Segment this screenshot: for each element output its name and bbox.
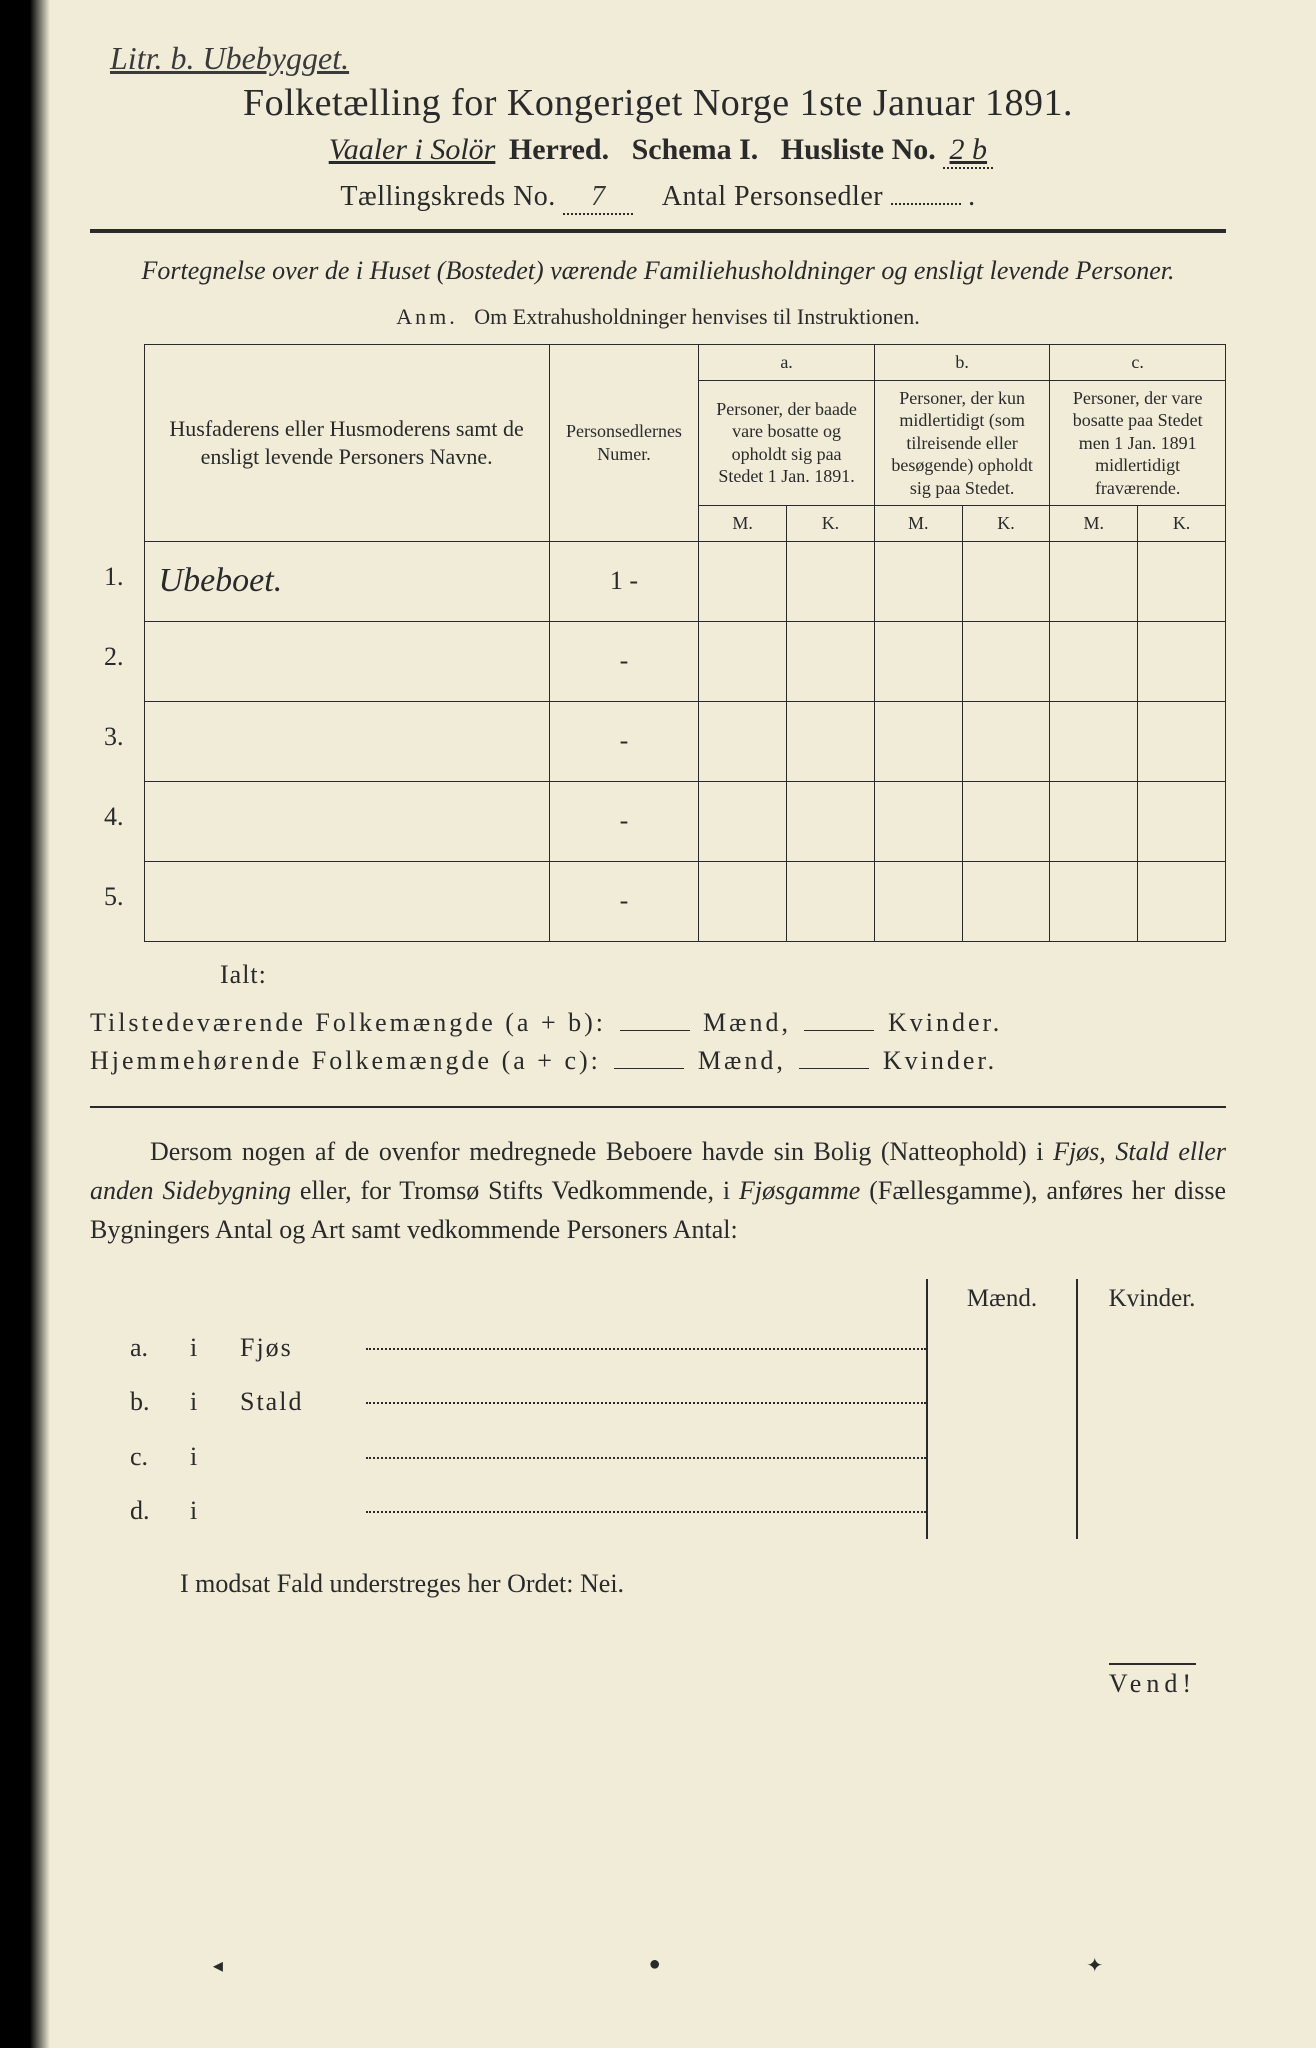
col-a-m: M. bbox=[699, 506, 787, 542]
row-number: 3. bbox=[90, 701, 144, 781]
husliste-label: Husliste No. bbox=[781, 133, 936, 166]
row-number: 1. bbox=[90, 541, 144, 621]
antal-label: Antal Personsedler bbox=[662, 181, 883, 212]
sum1-k-blank bbox=[804, 1030, 874, 1031]
col-c-letter: c. bbox=[1050, 345, 1226, 381]
row-number: 2. bbox=[90, 621, 144, 701]
name-cell bbox=[144, 621, 549, 701]
col-a-letter: a. bbox=[699, 345, 875, 381]
divider-thick bbox=[90, 229, 1226, 233]
building-row: d.i bbox=[130, 1484, 926, 1539]
mk-table: Mænd. Kvinder. bbox=[926, 1279, 1226, 1539]
number-cell: 1 - bbox=[549, 541, 699, 621]
mk-header-m: Mænd. bbox=[928, 1279, 1078, 1319]
mk-header-k: Kvinder. bbox=[1078, 1279, 1226, 1319]
name-cell bbox=[144, 861, 549, 941]
kreds-label: Tællingskreds No. bbox=[340, 181, 555, 212]
ialt-label: Ialt: bbox=[220, 960, 1226, 990]
col-a-k: K. bbox=[787, 506, 875, 542]
table-row: 2. - bbox=[90, 621, 1226, 701]
husliste-number: 2 b bbox=[943, 133, 993, 169]
sum1-m-blank bbox=[620, 1030, 690, 1031]
col-names-header: Husfaderens eller Husmoderens samt de en… bbox=[144, 345, 549, 542]
number-cell: - bbox=[549, 781, 699, 861]
herred-line: Vaaler i Solör Herred. Schema I. Huslist… bbox=[90, 133, 1226, 169]
col-a-header: Personer, der baade vare bosatte og opho… bbox=[699, 380, 875, 506]
table-row: 5. - bbox=[90, 861, 1226, 941]
census-form-page: Litr. b. Ubebygget. Folketælling for Kon… bbox=[0, 0, 1316, 2048]
col-c-header: Personer, der vare bosatte paa Stedet me… bbox=[1050, 380, 1226, 506]
row-number: 5. bbox=[90, 861, 144, 941]
table-row: 1.Ubeboet.1 - bbox=[90, 541, 1226, 621]
mk-col-k bbox=[1078, 1319, 1226, 1539]
sum2-m-blank bbox=[614, 1068, 684, 1069]
sum-resident: Hjemmehørende Folkemængde (a + c): Mænd,… bbox=[90, 1046, 1226, 1076]
col-b-letter: b. bbox=[874, 345, 1050, 381]
nei-line: I modsat Fald understreges her Ordet: Ne… bbox=[180, 1569, 1226, 1599]
handwritten-top-note: Litr. b. Ubebygget. bbox=[90, 40, 1226, 77]
number-cell: - bbox=[549, 701, 699, 781]
kreds-number: 7 bbox=[563, 181, 633, 215]
name-cell: Ubeboet. bbox=[144, 541, 549, 621]
name-cell bbox=[144, 701, 549, 781]
table-row: 4. - bbox=[90, 781, 1226, 861]
col-number-header: Personsedlernes Numer. bbox=[549, 345, 699, 542]
col-c-m: M. bbox=[1050, 506, 1138, 542]
place-handwritten: Vaaler i Solör bbox=[323, 133, 502, 166]
building-row: a.iFjøs bbox=[130, 1321, 926, 1376]
divider-thin bbox=[90, 1106, 1226, 1108]
number-cell: - bbox=[549, 621, 699, 701]
building-row: c.i bbox=[130, 1430, 926, 1485]
main-title: Folketælling for Kongeriget Norge 1ste J… bbox=[90, 81, 1226, 125]
col-b-header: Personer, der kun midlertidigt (som tilr… bbox=[874, 380, 1050, 506]
name-cell bbox=[144, 781, 549, 861]
vend-label: Vend! bbox=[90, 1669, 1226, 1699]
number-cell: - bbox=[549, 861, 699, 941]
antal-value bbox=[891, 203, 961, 205]
buildings-paragraph: Dersom nogen af de ovenfor medregnede Be… bbox=[90, 1132, 1226, 1249]
col-b-m: M. bbox=[874, 506, 962, 542]
row-number: 4. bbox=[90, 781, 144, 861]
subtitle: Fortegnelse over de i Huset (Bostedet) v… bbox=[90, 253, 1226, 288]
anm-line: Anm. Om Extrahusholdninger henvises til … bbox=[90, 304, 1226, 330]
col-c-k: K. bbox=[1138, 506, 1226, 542]
building-row: b.iStald bbox=[130, 1375, 926, 1430]
punch-marks: ◂●✦ bbox=[0, 1953, 1316, 1978]
col-b-k: K. bbox=[962, 506, 1050, 542]
buildings-section: a.iFjøsb.iStaldc.id.i Mænd. Kvinder. bbox=[90, 1279, 1226, 1539]
mk-col-m bbox=[928, 1319, 1078, 1539]
herred-label: Herred. bbox=[509, 133, 609, 166]
schema-label: Schema I. bbox=[632, 133, 759, 166]
kreds-line: Tællingskreds No. 7 Antal Personsedler . bbox=[90, 181, 1226, 215]
anm-text: Om Extrahusholdninger henvises til Instr… bbox=[474, 304, 919, 329]
census-table: Husfaderens eller Husmoderens samt de en… bbox=[90, 344, 1226, 942]
table-row: 3. - bbox=[90, 701, 1226, 781]
buildings-list: a.iFjøsb.iStaldc.id.i bbox=[90, 1279, 926, 1539]
scan-edge bbox=[0, 0, 50, 2048]
anm-label: Anm. bbox=[396, 304, 458, 329]
sum-present: Tilstedeværende Folkemængde (a + b): Mæn… bbox=[90, 1008, 1226, 1038]
sum2-k-blank bbox=[799, 1068, 869, 1069]
